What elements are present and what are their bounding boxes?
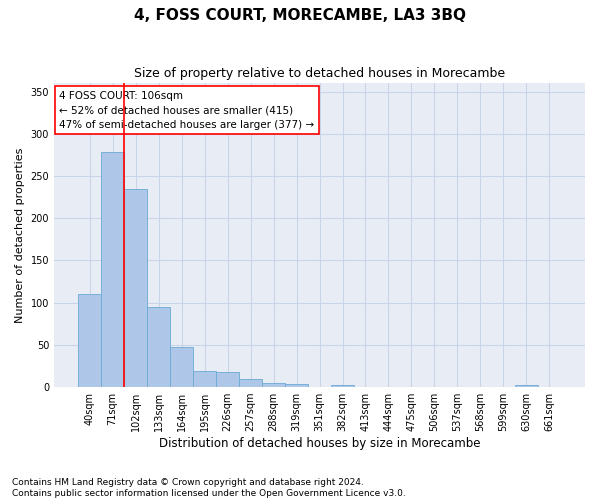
Bar (170, 348, 193, 387)
Bar (216, 372, 239, 387)
Y-axis label: Number of detached properties: Number of detached properties (15, 148, 25, 323)
Bar (331, 384, 354, 387)
X-axis label: Distribution of detached houses by size in Morecambe: Distribution of detached houses by size … (159, 437, 480, 450)
Bar (124, 190, 147, 387)
Title: Size of property relative to detached houses in Morecambe: Size of property relative to detached ho… (134, 68, 505, 80)
Bar (262, 383, 285, 387)
Bar (193, 371, 216, 387)
Bar (239, 378, 262, 387)
Text: 4, FOSS COURT, MORECAMBE, LA3 3BQ: 4, FOSS COURT, MORECAMBE, LA3 3BQ (134, 8, 466, 22)
Bar (78, 294, 101, 387)
Text: 4 FOSS COURT: 106sqm
← 52% of detached houses are smaller (415)
47% of semi-deta: 4 FOSS COURT: 106sqm ← 52% of detached h… (59, 90, 314, 130)
Bar (147, 307, 170, 387)
Bar (101, 152, 124, 387)
Bar (515, 384, 538, 387)
Text: Contains HM Land Registry data © Crown copyright and database right 2024.
Contai: Contains HM Land Registry data © Crown c… (12, 478, 406, 498)
Bar (285, 384, 308, 387)
